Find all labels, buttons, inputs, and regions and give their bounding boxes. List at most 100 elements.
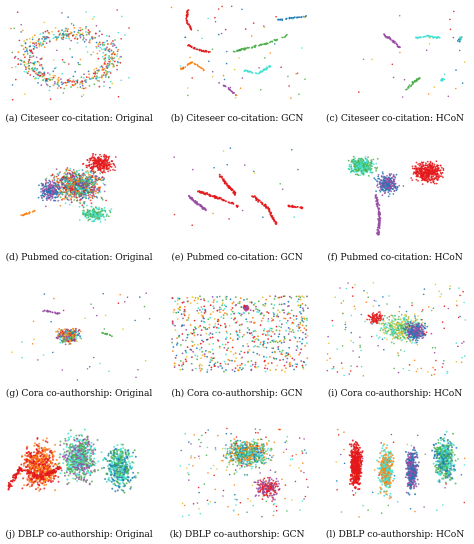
embedding-point xyxy=(42,199,44,202)
embedding-point xyxy=(42,32,45,34)
embedding-point xyxy=(267,338,270,340)
embedding-point xyxy=(109,169,112,172)
embedding-point xyxy=(300,207,303,210)
embedding-point xyxy=(99,186,102,189)
embedding-point xyxy=(422,174,424,177)
embedding-point xyxy=(225,305,227,308)
embedding-point xyxy=(209,313,212,315)
embedding-point xyxy=(401,96,404,98)
embedding-point xyxy=(70,197,72,200)
embedding-point xyxy=(94,73,96,75)
embedding-point xyxy=(36,68,39,70)
embedding-point xyxy=(175,311,178,314)
embedding-point xyxy=(269,213,272,216)
embedding-point xyxy=(359,164,362,166)
embedding-point xyxy=(376,199,379,202)
embedding-point xyxy=(75,33,78,36)
embedding-point xyxy=(211,48,214,50)
embedding-point xyxy=(289,365,291,368)
embedding-point xyxy=(82,77,85,79)
embedding-point xyxy=(73,31,76,33)
embedding-point xyxy=(103,153,106,156)
embedding-point xyxy=(48,73,51,76)
embedding-point xyxy=(98,76,101,79)
embedding-point xyxy=(29,74,32,76)
embedding-point xyxy=(252,330,255,333)
embedding-point xyxy=(174,329,177,331)
embedding-point xyxy=(89,181,92,184)
embedding-point xyxy=(236,364,239,367)
embedding-point xyxy=(418,173,420,175)
embedding-point xyxy=(198,49,201,52)
embedding-point xyxy=(86,51,89,53)
embedding-point xyxy=(438,36,440,39)
embedding-point xyxy=(299,323,302,326)
embedding-point xyxy=(362,168,364,171)
embedding-point xyxy=(221,302,224,305)
embedding-point xyxy=(296,205,299,208)
embedding-point xyxy=(442,169,445,172)
embedding-point xyxy=(88,73,90,76)
embedding-point xyxy=(259,343,262,346)
embedding-point xyxy=(44,179,47,181)
embedding-point xyxy=(62,61,65,63)
embedding-point xyxy=(280,326,283,329)
embedding-point xyxy=(57,35,60,38)
embedding-point xyxy=(186,21,188,24)
embedding-point xyxy=(417,180,419,182)
embedding-point xyxy=(79,63,81,66)
embedding-point xyxy=(44,30,47,33)
embedding-point xyxy=(230,5,233,8)
embedding-point xyxy=(88,39,91,42)
embedding-point xyxy=(212,352,215,355)
embedding-point xyxy=(224,296,227,299)
embedding-point xyxy=(53,186,55,188)
embedding-point xyxy=(196,333,199,336)
embedding-point xyxy=(198,203,201,206)
embedding-point xyxy=(71,176,74,179)
embedding-point xyxy=(78,169,80,172)
embedding-point xyxy=(81,182,84,184)
embedding-point xyxy=(234,296,237,298)
embedding-point xyxy=(363,161,366,163)
embedding-point xyxy=(307,307,309,310)
embedding-point xyxy=(239,87,242,89)
embedding-point xyxy=(184,310,187,313)
embedding-point xyxy=(200,298,202,301)
embedding-point xyxy=(210,356,213,359)
embedding-point xyxy=(54,81,56,83)
embedding-point xyxy=(418,169,421,171)
embedding-point xyxy=(243,334,245,336)
embedding-point xyxy=(26,47,28,50)
embedding-point xyxy=(294,363,297,365)
embedding-point xyxy=(143,305,146,308)
embedding-point xyxy=(79,192,81,194)
embedding-point xyxy=(253,45,256,47)
embedding-point xyxy=(251,46,254,48)
embedding-point xyxy=(231,307,234,309)
embedding-point xyxy=(80,178,83,181)
embedding-point xyxy=(272,340,275,343)
embedding-point xyxy=(281,323,283,326)
embedding-point xyxy=(354,160,357,162)
embedding-point xyxy=(238,49,241,51)
embedding-point xyxy=(86,182,88,184)
embedding-point xyxy=(29,50,32,53)
embedding-point xyxy=(95,41,98,44)
embedding-point xyxy=(422,172,425,174)
embedding-point xyxy=(433,182,436,185)
embedding-point xyxy=(92,307,95,309)
embedding-point xyxy=(29,41,32,44)
embedding-point xyxy=(289,355,292,358)
embedding-point xyxy=(43,21,45,24)
embedding-point xyxy=(440,166,443,169)
embedding-point xyxy=(388,183,391,185)
embedding-point xyxy=(61,58,64,61)
embedding-point xyxy=(76,86,79,89)
embedding-point xyxy=(46,193,49,196)
embedding-point xyxy=(221,5,223,8)
embedding-point xyxy=(65,335,68,338)
embedding-point xyxy=(191,224,193,226)
embedding-point xyxy=(271,339,274,342)
embedding-point xyxy=(265,356,268,359)
